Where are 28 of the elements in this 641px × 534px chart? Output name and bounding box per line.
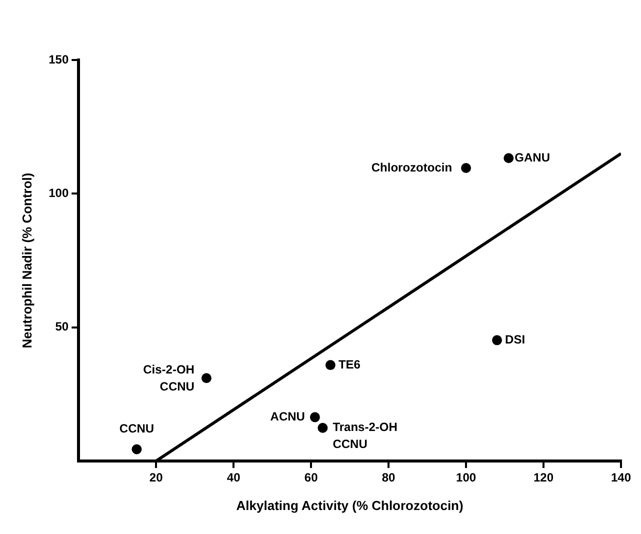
y-tick-label: 150 [48,52,69,66]
point [201,373,212,384]
point [325,360,336,370]
point [310,412,320,422]
x-tick-label: 20 [149,470,164,485]
point [132,444,142,454]
point [504,153,514,164]
x-tick-label: 140 [610,470,632,485]
y-axis-title: Neutrophil Nadir (% Control) [19,172,34,348]
annotation: ACNU [270,409,305,424]
y-tick-label: 50 [55,320,69,334]
annotation: Chlorozotocin [371,160,452,174]
annotation: GANU [514,150,550,164]
point [492,335,502,346]
annotation: CCNU [119,422,154,436]
x-tick-label: 100 [456,470,476,485]
x-tick-label: 80 [382,470,396,485]
annotation: Cis-2-OH CCNU [143,362,194,394]
x-axis-title: Alkylating Activity (% Chlorozotocin) [236,498,464,513]
point [461,163,472,174]
annotation: TE6 [338,357,361,372]
x-tick-label: 60 [304,470,318,485]
point [318,422,328,433]
x-tick-label: 40 [226,470,241,485]
annotation: DSI [505,332,526,346]
y-tick-label: 100 [48,186,69,200]
annotation: Trans-2-OH CCNU [332,420,398,452]
x-tick-label: 120 [534,470,554,485]
